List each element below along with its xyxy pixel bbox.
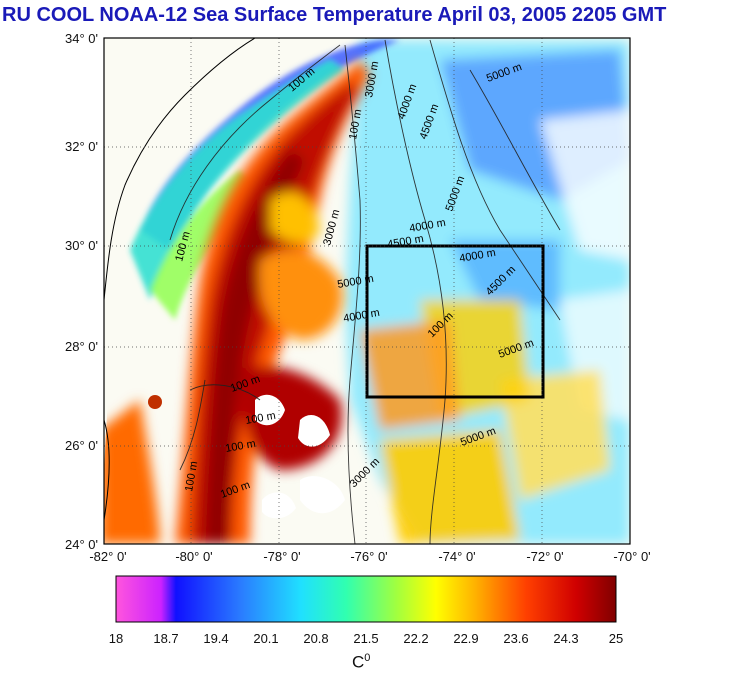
colorbar-tick-label: 23.6 xyxy=(503,631,528,646)
lon-tick-label: -82° 0' xyxy=(89,549,126,564)
colorbar-tick-label: 20.8 xyxy=(303,631,328,646)
lat-tick-label: 30° 0' xyxy=(65,238,98,253)
map-title: RU COOL NOAA-12 Sea Surface Temperature … xyxy=(2,4,667,26)
lon-tick-label: -80° 0' xyxy=(175,549,212,564)
colorbar-tick-label: 25 xyxy=(609,631,623,646)
colorbar-gradient xyxy=(115,575,617,623)
lat-tick-label: 24° 0' xyxy=(65,537,98,552)
contour-label: 100 m xyxy=(224,438,256,455)
lon-tick-label: -72° 0' xyxy=(526,549,563,564)
colorbar-tick-label: 19.4 xyxy=(203,631,228,646)
colorbar-tick-label: 18 xyxy=(109,631,123,646)
study-box xyxy=(365,244,545,399)
lat-tick-label: 32° 0' xyxy=(65,139,98,154)
lon-tick-label: -74° 0' xyxy=(438,549,475,564)
contour-label: 100 m xyxy=(347,108,364,140)
unit-superscript: 0 xyxy=(364,652,371,664)
contour-label: 100 m xyxy=(244,410,276,427)
colorbar: 18 18.7 19.4 20.1 20.8 21.5 22.2 22.9 23.6 24.3 25 xyxy=(109,575,623,646)
longitude-axis: -82° 0' -80° 0' -78° 0' -76° 0' -74° 0' … xyxy=(89,549,650,564)
colorbar-tick-label: 20.1 xyxy=(253,631,278,646)
lon-tick-label: -70° 0' xyxy=(613,549,650,564)
lon-tick-label: -76° 0' xyxy=(350,549,387,564)
contour-label: 100 m xyxy=(183,460,200,492)
map-panel: 100 m 3000 m 4000 m 4500 m 5000 m 100 m … xyxy=(104,38,630,544)
lat-tick-label: 28° 0' xyxy=(65,339,98,354)
colorbar-tick-label: 21.5 xyxy=(353,631,378,646)
colorbar-unit: C0 xyxy=(352,652,370,673)
lon-tick-label: -78° 0' xyxy=(263,549,300,564)
map-frame xyxy=(103,37,631,545)
latitude-axis: 34° 0' 32° 0' 30° 0' 28° 0' 26° 0' 24° 0… xyxy=(65,31,98,552)
colorbar-tick-label: 18.7 xyxy=(153,631,178,646)
colorbar-tick-label: 22.9 xyxy=(453,631,478,646)
colorbar-ticks: 18 18.7 19.4 20.1 20.8 21.5 22.2 22.9 23.6 24.3 25 xyxy=(109,631,623,646)
unit-label: C xyxy=(352,652,365,672)
lat-tick-label: 34° 0' xyxy=(65,31,98,46)
lat-tick-label: 26° 0' xyxy=(65,438,98,453)
colorbar-tick-label: 24.3 xyxy=(553,631,578,646)
colorbar-tick-label: 22.2 xyxy=(403,631,428,646)
